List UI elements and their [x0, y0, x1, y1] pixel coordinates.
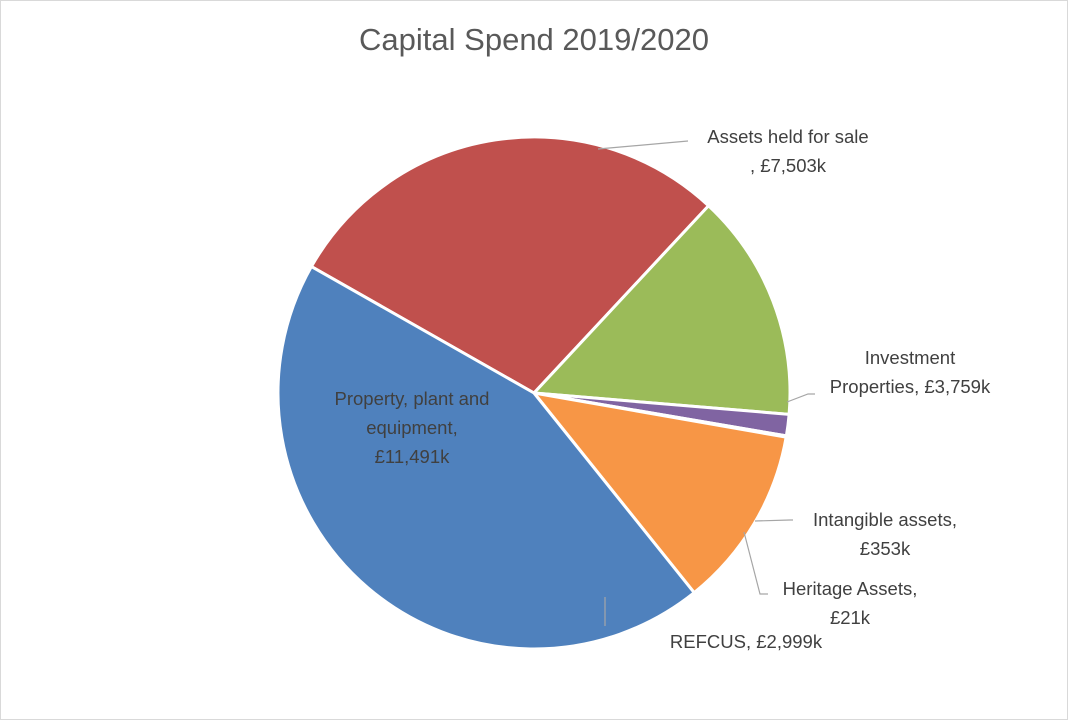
data-label-assets-held-for-sale: Assets held for sale, £7,503k [707, 126, 868, 176]
chart-title: Capital Spend 2019/2020 [359, 22, 709, 57]
pie-slice-refcus [532, 391, 788, 595]
data-label-refcus: REFCUS, £2,999k [670, 631, 823, 652]
data-label-investment-properties: Investment Properties, £3,759k [830, 347, 991, 397]
pie-slice-property-plant-and-equipment [276, 265, 696, 651]
data-label-intangible-assets: Intangible assets, £353k [813, 509, 957, 559]
pie-slice-investment-properties [532, 204, 792, 416]
data-label-heritage-assets: Heritage Assets, £21k [783, 578, 918, 628]
leader-line-assets-held-for-sale [597, 140, 689, 150]
data-label-property-plant-and-equipment: Property, plant and equipment, £11,491k [335, 388, 490, 467]
leader-line-intangible-assets [754, 519, 793, 522]
leader-line-investment-properties [786, 393, 815, 403]
leader-line-heritage-assets [743, 531, 768, 595]
pie-slice-assets-held-for-sale [309, 135, 711, 395]
